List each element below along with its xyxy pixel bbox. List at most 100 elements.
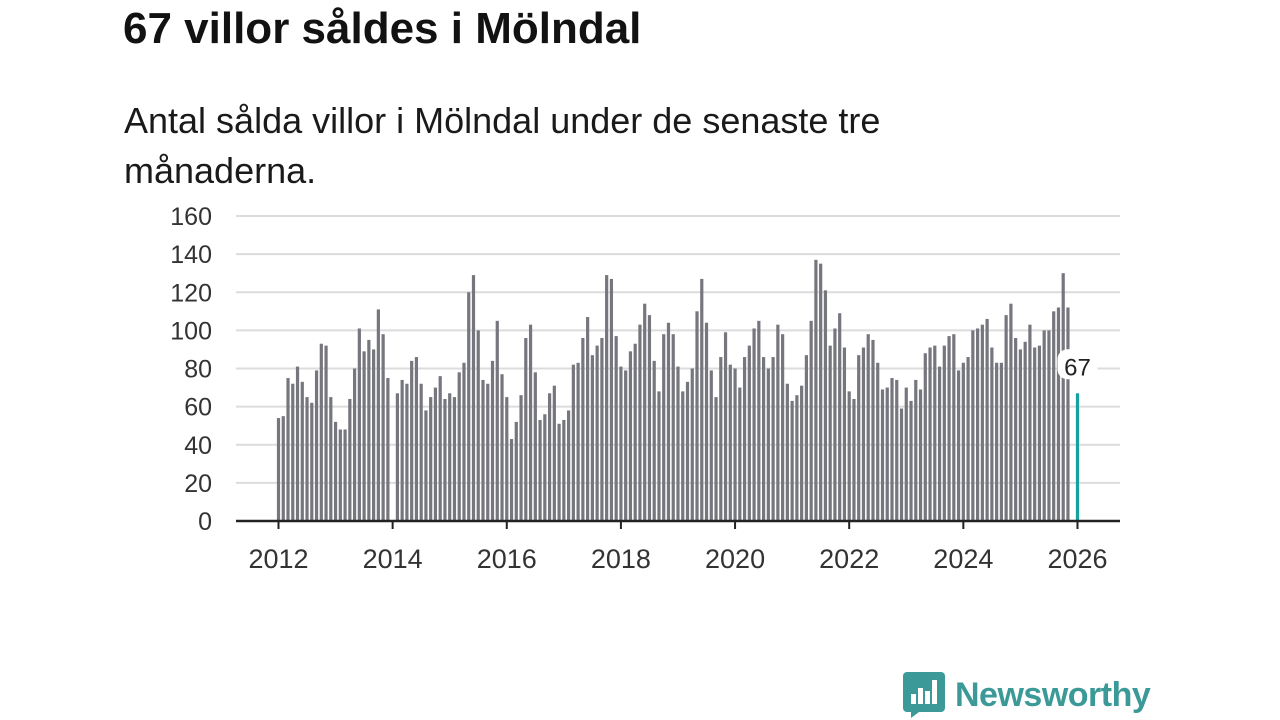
bar: [524, 338, 528, 521]
y-axis-ticks: 0 20 40 60 80 100 120 140 160: [170, 203, 212, 536]
bar: [557, 423, 561, 521]
bar: [376, 309, 380, 521]
bar: [1052, 311, 1056, 521]
bar: [576, 362, 580, 521]
x-tick-label: 2024: [933, 544, 993, 574]
bar: [956, 370, 961, 521]
bar: [352, 368, 357, 521]
bar: [386, 378, 390, 521]
bar: [429, 397, 433, 521]
bar: [300, 381, 304, 521]
bar: [704, 322, 709, 521]
last-value-label: 67: [1064, 354, 1091, 381]
bar: [276, 418, 281, 521]
y-tick-label: 0: [198, 508, 212, 536]
bar: [866, 334, 870, 521]
bar: [362, 351, 366, 521]
bar: [405, 383, 409, 521]
bars: [276, 259, 1080, 522]
bar: [343, 429, 347, 521]
bar: [514, 421, 518, 522]
bar: [372, 349, 376, 521]
bar: [800, 385, 804, 521]
x-tick-label: 2022: [819, 544, 879, 574]
bar: [662, 334, 666, 521]
bar: [476, 330, 480, 522]
y-tick-label: 60: [184, 394, 212, 422]
newsworthy-logo: Newsworthy: [903, 672, 1151, 718]
bar: [880, 389, 885, 521]
bar: [904, 387, 908, 521]
bar: [876, 362, 880, 521]
bar-highlight: [1075, 393, 1080, 521]
bar: [842, 347, 847, 521]
x-tick-label: 2012: [248, 544, 308, 574]
bar: [647, 315, 652, 522]
bar: [671, 334, 675, 521]
bar: [609, 278, 614, 521]
x-tick-label: 2020: [705, 544, 765, 574]
bar: [471, 275, 476, 521]
bar: [619, 366, 623, 521]
bar: [333, 421, 338, 522]
bar: [624, 370, 628, 521]
bar: [999, 362, 1003, 521]
bar: [1033, 347, 1037, 521]
bar: [495, 320, 499, 521]
bar: [357, 328, 361, 521]
x-tick-label: 2018: [591, 544, 651, 574]
newsworthy-logo-text: Newsworthy: [955, 675, 1151, 714]
bar: [723, 332, 728, 521]
bar: [814, 259, 818, 521]
bar: [314, 370, 319, 521]
bar: [310, 402, 314, 521]
bar: [681, 391, 685, 522]
bar: [652, 360, 656, 522]
last-value-callout: 67: [1057, 349, 1098, 381]
bar: [1061, 273, 1065, 521]
bar: [709, 370, 713, 521]
bar: [861, 347, 866, 521]
bar: [742, 357, 747, 521]
bar: [766, 368, 770, 521]
bar: [852, 399, 856, 521]
bar: [700, 278, 704, 521]
bar: [1042, 330, 1046, 522]
bar: [847, 391, 851, 522]
bar: [1066, 307, 1070, 521]
bar: [790, 400, 794, 521]
bar: [305, 397, 309, 521]
bar: [1009, 303, 1013, 521]
bar: [966, 357, 970, 521]
y-tick-label: 100: [170, 317, 212, 345]
bar: [885, 387, 889, 521]
chart-subtitle: Antal sålda villor i Mölndal under de se…: [124, 100, 881, 191]
bar: [895, 379, 899, 521]
bar: [795, 395, 799, 521]
bar: [595, 345, 599, 522]
bar: [952, 334, 956, 521]
bar: [918, 389, 923, 521]
bar: [942, 345, 946, 522]
bar: [676, 366, 680, 521]
bar: [424, 410, 428, 521]
bar: [452, 397, 457, 521]
bar: [643, 303, 647, 521]
bar: [1014, 338, 1018, 521]
bar: [329, 397, 333, 521]
bar: [486, 383, 490, 521]
bar: [747, 345, 751, 522]
bar: [581, 338, 585, 521]
bar: [909, 400, 913, 521]
bar: [785, 383, 789, 521]
bar: [728, 364, 732, 521]
bar: [605, 275, 609, 521]
bar: [899, 408, 904, 521]
bar: [757, 320, 761, 521]
bar: [490, 360, 495, 522]
bar: [538, 419, 542, 521]
bar: [500, 374, 504, 521]
bar: [714, 397, 718, 521]
y-tick-label: 160: [170, 203, 212, 231]
bar: [685, 381, 690, 521]
